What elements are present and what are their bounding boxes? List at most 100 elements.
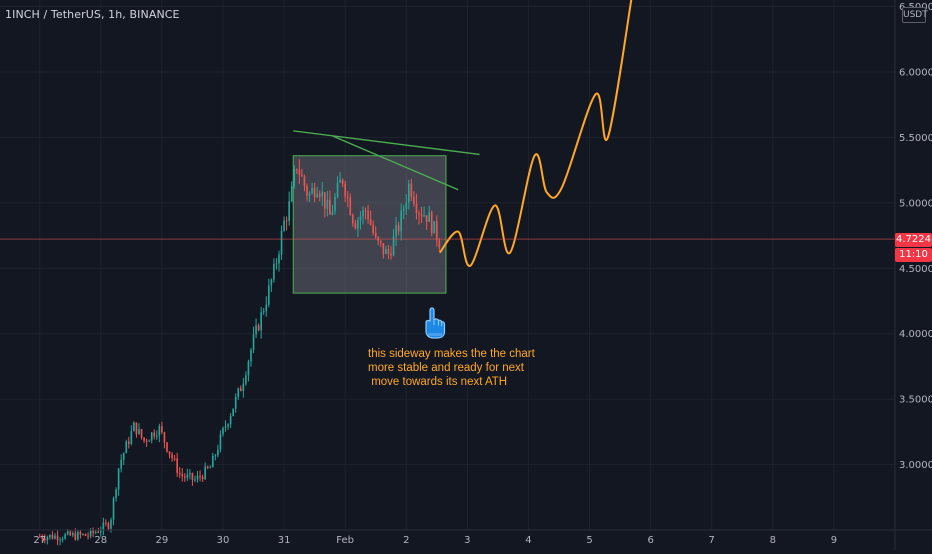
candle-body	[413, 196, 415, 205]
candle-body	[222, 427, 224, 435]
annotation-line: more stable and ready for next	[368, 362, 524, 374]
candle-body	[77, 531, 79, 540]
candle-body	[423, 215, 425, 217]
candle-body	[418, 212, 420, 215]
candle-body	[150, 432, 153, 441]
candle-body	[110, 519, 112, 529]
candle-body	[61, 538, 64, 540]
candle-body	[232, 408, 234, 416]
candle-body	[435, 221, 438, 241]
candle-body	[168, 451, 171, 455]
candle-body	[237, 388, 240, 397]
trendline[interactable]	[293, 130, 480, 156]
candle-body	[171, 454, 173, 459]
candle-body	[227, 424, 229, 427]
y-tick-label: 4.5000	[899, 264, 932, 275]
x-tick-label: Feb	[336, 535, 354, 546]
candle-body	[275, 263, 278, 265]
candle-body	[102, 522, 105, 531]
candle-body	[357, 220, 359, 229]
y-tick-label: 5.0000	[899, 198, 932, 209]
candle-body	[379, 240, 382, 244]
candle-body	[97, 531, 100, 533]
sideways-range-rect[interactable]	[292, 155, 447, 294]
candle-body	[242, 383, 245, 392]
candle-body	[260, 312, 262, 331]
x-tick-label: 27	[33, 535, 46, 546]
candle-body	[38, 536, 41, 538]
x-tick-label: 28	[94, 535, 107, 546]
candle-body	[178, 472, 181, 474]
candle-body	[155, 435, 158, 437]
projection-curve[interactable]	[439, 0, 633, 267]
candle-body	[351, 214, 354, 224]
candle-body	[64, 534, 66, 539]
candle-body	[397, 225, 400, 232]
x-tick-label: 31	[278, 535, 291, 546]
candle-body	[59, 539, 61, 541]
candle-body	[173, 458, 176, 460]
candle-body	[336, 182, 339, 198]
candle-body	[206, 466, 209, 468]
annotation-line: this sideway makes the the chart	[368, 348, 535, 360]
sideways-range-box[interactable]	[292, 155, 447, 294]
annotation-line: move towards its next ATH	[368, 376, 508, 388]
candle-body	[359, 216, 362, 221]
candle-body	[201, 476, 204, 480]
candle-body	[334, 197, 336, 212]
y-tick-label: 5.5000	[899, 133, 932, 144]
candle-body	[311, 188, 313, 194]
candle-body	[145, 440, 148, 442]
candle-body	[303, 176, 306, 187]
trendlines[interactable]	[293, 130, 480, 191]
candle-body	[285, 220, 288, 222]
candle-body	[301, 174, 303, 177]
candle-body	[280, 230, 283, 255]
candle-body	[402, 208, 405, 211]
candle-body	[112, 498, 115, 520]
bar-countdown-tag: 11:10	[895, 248, 932, 262]
candle-body	[234, 396, 237, 409]
candle-body	[331, 211, 334, 215]
candle-body	[369, 219, 372, 225]
candle-body	[400, 210, 402, 232]
candle-body	[84, 533, 87, 536]
trendline[interactable]	[332, 135, 459, 191]
candle-body	[122, 453, 125, 460]
candle-body	[428, 212, 430, 222]
candle-body	[288, 201, 290, 221]
candle-body	[438, 240, 441, 248]
candle-body	[89, 529, 92, 537]
candle-body	[372, 224, 374, 234]
last-price-tag: 4.7224	[895, 233, 932, 247]
candle-body	[293, 169, 296, 187]
candle-body	[214, 455, 217, 457]
candle-body	[390, 253, 392, 256]
candle-body	[191, 473, 194, 480]
candle-body	[405, 202, 408, 209]
candle-body	[415, 204, 418, 213]
candle-body	[385, 249, 387, 255]
y-tick-label: 4.0000	[899, 329, 932, 340]
candle-body	[265, 304, 268, 312]
annotation-text[interactable]: this sideway makes the the chart more st…	[368, 347, 568, 389]
projection-layer[interactable]	[439, 0, 633, 267]
candle-body	[79, 531, 82, 535]
candle-body	[367, 211, 369, 220]
candle-body	[105, 522, 107, 524]
candle-body	[344, 183, 346, 197]
candle-body	[298, 170, 301, 175]
currency-label[interactable]: USDT	[902, 7, 928, 23]
symbol-title[interactable]: 1INCH / TetherUS, 1h, BINANCE	[5, 8, 180, 21]
candle-body	[87, 535, 89, 537]
x-tick-label: 7	[709, 535, 715, 546]
candle-body	[71, 533, 74, 536]
candle-body	[407, 183, 410, 203]
y-tick-label: 3.5000	[899, 395, 932, 406]
candle-body	[410, 183, 413, 197]
candle-body	[255, 325, 257, 335]
candle-body	[425, 215, 428, 222]
x-tick-label: 4	[525, 535, 531, 546]
